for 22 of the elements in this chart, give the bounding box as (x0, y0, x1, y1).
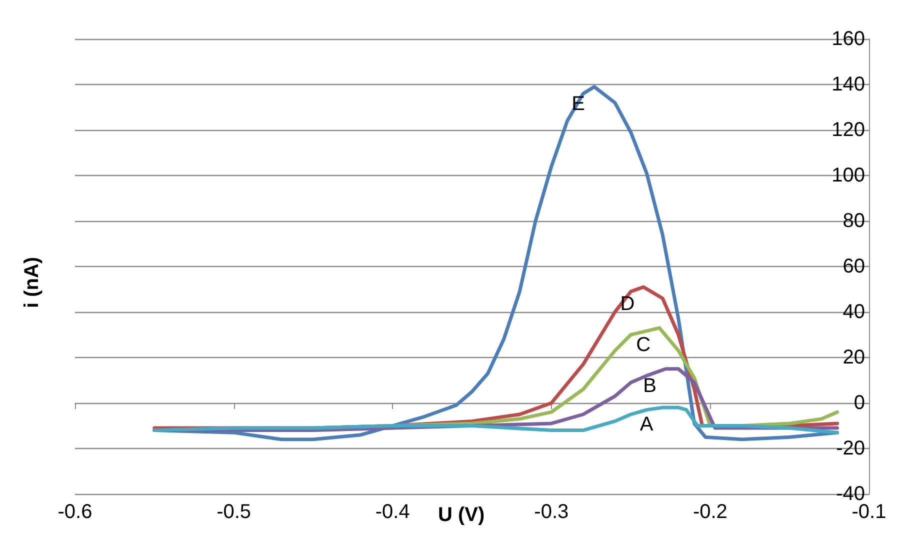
y-tick-label: 120 (832, 119, 865, 141)
series-label: C (636, 334, 651, 356)
y-tick-label: 100 (832, 164, 865, 186)
x-axis-title: U (V) (438, 504, 485, 526)
x-tick-label: -0.2 (692, 501, 728, 523)
x-tick-label: -0.5 (216, 501, 252, 523)
y-tick-label: 140 (832, 74, 865, 96)
series-label: B (643, 374, 656, 397)
x-tick-label: -0.3 (534, 501, 569, 523)
y-tick-label: 20 (842, 346, 865, 368)
y-tick-label: 0 (854, 392, 865, 414)
line-series (152, 406, 839, 434)
y-tick-label: 60 (842, 256, 865, 278)
series-label: A (640, 414, 654, 436)
y-axis-title: i (nA) (21, 256, 43, 308)
x-tick-label: -0.4 (375, 501, 410, 523)
y-tick-label: -20 (836, 438, 865, 460)
x-tick-label: -0.6 (58, 501, 92, 523)
y-tick-label: 160 (832, 28, 865, 50)
series-label: D (620, 292, 635, 315)
y-tick-label: 80 (842, 210, 865, 232)
y-tick-label: 40 (842, 301, 865, 323)
